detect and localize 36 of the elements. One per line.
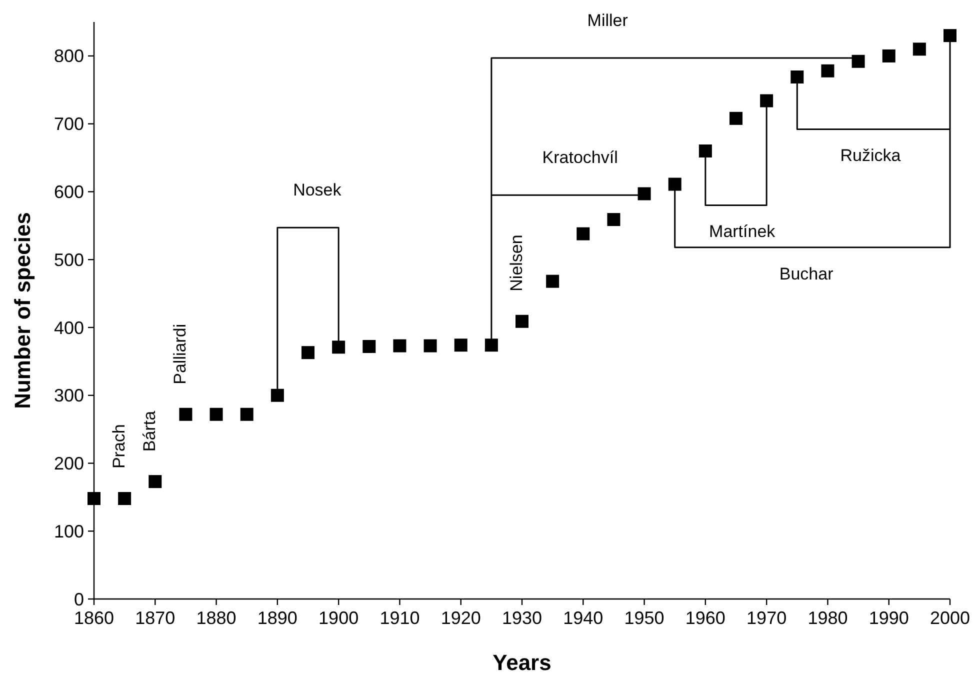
x-tick-label: 1870 [135, 608, 176, 628]
annotation: Martínek [709, 222, 776, 242]
y-tick-label: 200 [54, 454, 84, 474]
annotation: Nosek [293, 180, 342, 200]
x-axis-title: Years [492, 650, 552, 674]
x-tick-label: 1900 [318, 608, 359, 628]
annotation: Ružicka [840, 146, 902, 166]
x-tick-label: 1860 [74, 608, 114, 628]
y-tick-label: 600 [54, 182, 84, 202]
x-tick-label: 1990 [868, 608, 909, 628]
x-tick-label: 2000 [930, 608, 970, 628]
y-tick-label: 300 [54, 386, 84, 406]
x-tick-label: 1970 [746, 608, 787, 628]
y-tick-label: 100 [54, 521, 84, 542]
x-tick-label: 1960 [685, 608, 726, 628]
x-tick-label: 1950 [624, 608, 664, 628]
annotation: Buchar [779, 264, 834, 284]
annotation: Kratochvíl [542, 148, 618, 168]
x-tick-label: 1880 [196, 608, 236, 628]
x-tick-label: 1980 [808, 608, 848, 628]
y-tick-label: 400 [54, 318, 84, 338]
y-tick-label: 500 [54, 250, 84, 270]
y-tick-label: 700 [54, 114, 84, 134]
x-tick-label: 1890 [257, 608, 298, 628]
y-axis-title: Number of species [10, 212, 35, 409]
annotation: Prach [110, 424, 129, 469]
y-tick-label: 800 [54, 46, 84, 66]
x-tick-label: 1920 [440, 608, 481, 628]
x-tick-label: 1910 [380, 608, 420, 628]
annotation: Palliardi [170, 324, 190, 384]
annotation: Bárta [140, 410, 160, 452]
annotation: Miller [587, 10, 628, 30]
x-tick-label: 1940 [563, 608, 604, 628]
y-tick-label: 0 [74, 589, 84, 610]
annotation: Nielsen [506, 234, 526, 292]
x-tick-label: 1930 [502, 608, 542, 628]
